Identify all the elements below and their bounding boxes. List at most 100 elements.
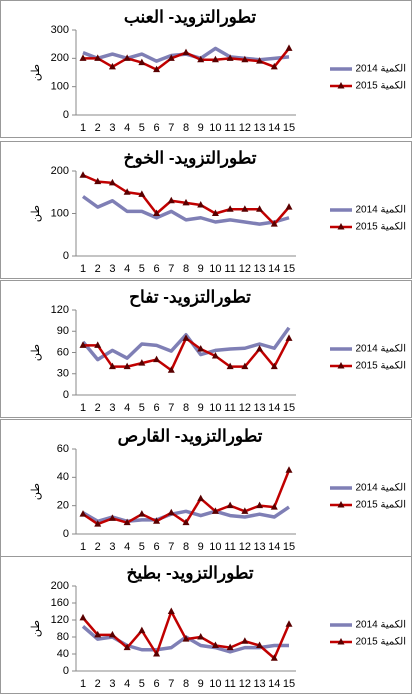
legend-label: الكمية 2014: [355, 205, 406, 216]
data-point: [79, 171, 87, 178]
data-point: [123, 362, 131, 370]
y-tick-label: 120: [51, 614, 69, 626]
x-tick-label: 6: [154, 122, 160, 134]
data-point: [241, 55, 249, 63]
y-tick-label: 100: [51, 207, 69, 219]
data-point: [182, 635, 190, 642]
y-axis-label: طن: [30, 483, 42, 500]
legend-marker: [337, 501, 345, 508]
data-point: [108, 630, 116, 638]
y-tick-label: 90: [57, 325, 69, 337]
data-point: [285, 44, 293, 51]
y-tick-label: 60: [57, 443, 69, 455]
data-point: [256, 57, 264, 64]
data-point: [138, 510, 146, 517]
y-tick-label: 0: [63, 665, 69, 677]
data-point: [197, 633, 205, 640]
series-line: [81, 195, 290, 226]
data-point: [153, 209, 161, 216]
data-point: [94, 630, 102, 638]
x-tick-label: 15: [283, 122, 295, 134]
data-point: [226, 205, 234, 212]
chart-title: تطورالتزويد- القارص: [118, 426, 263, 446]
x-tick-label: 4: [124, 122, 130, 134]
legend-label: الكمية 2015: [355, 222, 406, 233]
x-tick-label: 14: [268, 122, 280, 134]
x-tick-label: 4: [124, 263, 130, 275]
x-tick-label: 3: [109, 402, 115, 414]
x-tick-label: 12: [239, 122, 251, 134]
x-tick-label: 5: [139, 678, 145, 690]
data-point: [241, 205, 249, 212]
legend-label: الكمية 2014: [355, 344, 406, 355]
data-point: [153, 65, 161, 73]
x-tick-label: 12: [239, 678, 251, 690]
x-tick-label: 7: [168, 263, 174, 275]
x-tick-label: 8: [183, 541, 189, 553]
x-tick-label: 13: [253, 541, 265, 553]
data-point: [79, 510, 87, 517]
data-point: [123, 54, 131, 61]
data-point: [94, 341, 102, 348]
x-tick-label: 2: [95, 402, 101, 414]
data-point: [108, 514, 116, 521]
x-tick-label: 14: [268, 263, 280, 275]
legend-marker: [337, 82, 345, 89]
data-point: [211, 209, 219, 216]
x-tick-label: 2: [95, 541, 101, 553]
chart-title: تطورالتزويد- العنب: [124, 7, 257, 27]
x-tick-label: 12: [239, 402, 251, 414]
x-tick-label: 9: [198, 541, 204, 553]
x-tick-label: 6: [154, 263, 160, 275]
data-point: [153, 650, 161, 657]
data-point: [153, 355, 161, 363]
x-tick-label: 10: [209, 263, 221, 275]
legend-label: الكمية 2014: [355, 483, 406, 494]
y-tick-label: 20: [57, 500, 69, 512]
data-point: [94, 520, 102, 527]
legend-marker: [337, 362, 345, 369]
y-tick-label: 0: [63, 250, 69, 262]
x-tick-label: 8: [183, 402, 189, 414]
data-point: [182, 334, 190, 341]
data-point: [182, 48, 190, 56]
data-point: [108, 62, 116, 70]
x-tick-label: 3: [109, 263, 115, 275]
x-tick-label: 11: [224, 122, 235, 134]
x-tick-label: 5: [139, 122, 145, 134]
data-point: [270, 503, 278, 510]
x-tick-label: 1: [80, 678, 86, 690]
data-point: [167, 54, 175, 61]
data-point: [285, 466, 293, 473]
data-point: [226, 362, 234, 370]
x-tick-label: 6: [154, 402, 160, 414]
data-point: [256, 641, 264, 648]
data-point: [182, 198, 190, 206]
x-tick-label: 14: [268, 402, 280, 414]
data-point: [226, 54, 234, 61]
x-tick-label: 13: [253, 402, 265, 414]
data-point: [285, 620, 293, 627]
data-point: [167, 366, 175, 373]
x-tick-label: 6: [154, 678, 160, 690]
y-tick-label: 40: [57, 471, 69, 483]
legend-label: الكمية 2014: [355, 64, 406, 75]
x-tick-label: 11: [224, 402, 235, 414]
data-point: [211, 507, 219, 514]
legend-label: الكمية 2015: [355, 361, 406, 372]
data-point: [285, 334, 293, 341]
data-point: [167, 196, 175, 204]
series-line: [82, 505, 290, 523]
data-point: [123, 643, 131, 651]
data-point: [270, 220, 278, 227]
chart-title: تطورالتزويد- تفاح: [129, 287, 251, 307]
x-tick-label: 1: [80, 541, 86, 553]
y-tick-label: 200: [51, 165, 69, 177]
data-point: [123, 188, 131, 195]
y-tick-label: 30: [57, 368, 69, 380]
x-tick-label: 9: [198, 402, 204, 414]
